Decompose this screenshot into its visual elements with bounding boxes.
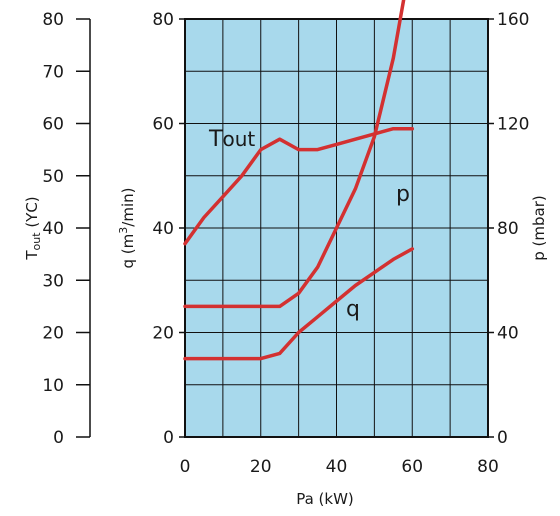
series-label-p: p (396, 182, 410, 207)
q-tick-label: 0 (163, 428, 174, 448)
x-tick-label: 40 (326, 457, 348, 477)
q-tick-label: 40 (152, 219, 174, 239)
tout-tick-label: 40 (42, 219, 64, 239)
x-axis-title: Pa (kW) (296, 490, 354, 508)
x-tick-label: 20 (250, 457, 272, 477)
axes-layer: 0 20 40 60 80 0 10 20 30 40 50 60 70 80 0 20 40 60 80 0 40 80… (42, 10, 529, 477)
p-tick-label: 160 (497, 10, 529, 30)
tout-axis-title: Tout (ΥC) (23, 196, 43, 260)
tout-tick-label: 0 (53, 428, 64, 448)
x-tick-label: 0 (180, 457, 191, 477)
series-label-tout-sub: out (222, 127, 255, 151)
tout-tick-label: 20 (42, 324, 64, 344)
tout-axis-title-sub: out (30, 232, 43, 251)
tout-tick-label: 70 (42, 62, 64, 82)
x-tick-label: 80 (477, 457, 499, 477)
q-axis-title-main: q (m (119, 234, 137, 269)
x-tick-label: 60 (401, 457, 423, 477)
q-tick-label: 20 (152, 324, 174, 344)
p-axis-title: p (mbar) (530, 195, 548, 261)
tout-tick-label: 50 (42, 167, 64, 187)
q-tick-label: 60 (152, 115, 174, 135)
tout-tick-label: 30 (42, 271, 64, 291)
series-line-p (183, 0, 406, 309)
q-tick-label: 80 (152, 10, 174, 30)
p-tick-label: 120 (497, 115, 529, 135)
q-axis-title-unit: /min) (119, 188, 137, 227)
p-tick-label: 40 (497, 324, 519, 344)
p-tick-label: 0 (497, 428, 508, 448)
tout-tick-label: 80 (42, 10, 64, 30)
series-label-tout: Tout (208, 127, 255, 152)
tout-axis-title-main: T (23, 250, 41, 261)
tout-tick-label: 10 (42, 376, 64, 396)
series-label-tout-t: T (208, 127, 223, 152)
series-layer (183, 0, 415, 361)
grid-lines (185, 19, 488, 437)
tout-axis-title-unit: (ΥC) (23, 196, 41, 232)
q-axis-title-sup: 3 (117, 227, 130, 234)
q-axis-title: q (m3/min) (117, 188, 137, 269)
tout-tick-label: 60 (42, 115, 64, 135)
series-label-q: q (346, 297, 360, 322)
series-line-q (183, 247, 415, 361)
p-tick-label: 80 (497, 219, 519, 239)
